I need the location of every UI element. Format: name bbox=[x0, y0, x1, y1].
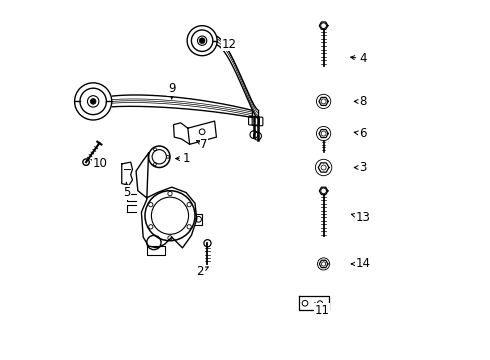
Circle shape bbox=[199, 38, 205, 44]
Text: 13: 13 bbox=[351, 211, 370, 224]
Text: 5: 5 bbox=[122, 183, 130, 199]
Polygon shape bbox=[298, 296, 329, 310]
Text: 4: 4 bbox=[351, 52, 367, 65]
Text: 7: 7 bbox=[196, 138, 208, 151]
Text: 12: 12 bbox=[220, 38, 237, 51]
Text: 2: 2 bbox=[196, 265, 208, 278]
Text: 10: 10 bbox=[92, 157, 108, 170]
Text: 9: 9 bbox=[168, 82, 175, 99]
Text: 14: 14 bbox=[351, 257, 370, 270]
Text: 8: 8 bbox=[354, 95, 367, 108]
Text: 11: 11 bbox=[314, 303, 329, 317]
Text: 6: 6 bbox=[354, 127, 367, 140]
Circle shape bbox=[90, 99, 96, 104]
Text: 1: 1 bbox=[175, 152, 190, 165]
Text: 3: 3 bbox=[354, 161, 367, 174]
